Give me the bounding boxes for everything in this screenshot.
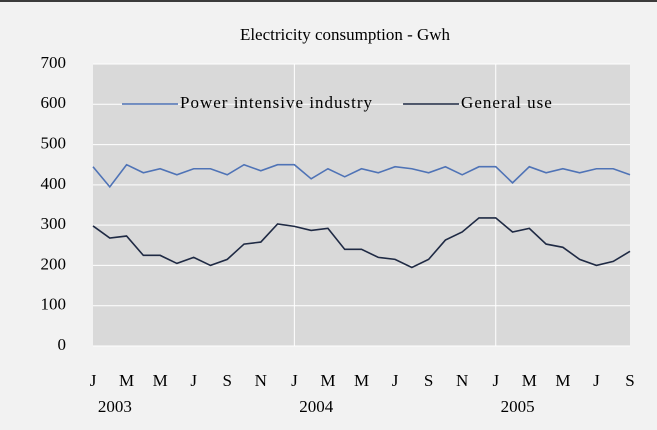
x-tick-label: J [492,371,499,390]
y-tick-label: 100 [41,295,67,314]
x-tick-label: M [320,371,335,390]
y-tick-label: 200 [41,254,67,273]
year-label: 2004 [299,397,334,416]
line-series [92,163,631,189]
year-label: 2003 [98,397,132,416]
y-tick-label: 300 [41,214,67,233]
x-tick-label: J [392,371,399,390]
y-tick-label: 600 [41,93,67,112]
y-tick-label: 0 [58,335,67,354]
x-tick-label: J [291,371,298,390]
x-tick-label: J [593,371,600,390]
chart-title: Electricity consumption - Gwh [240,25,451,44]
x-tick-label: J [190,371,197,390]
x-tick-label: S [424,371,433,390]
legend-label: Power intensive industry [180,93,373,112]
x-tick-label: M [555,371,570,390]
y-tick-label: 500 [41,133,67,152]
x-tick-label: M [354,371,369,390]
x-tick-label: M [153,371,168,390]
x-tick-label: S [223,371,232,390]
x-tick-label: J [90,371,97,390]
legend-label: General use [461,93,553,112]
x-tick-label: N [255,371,267,390]
x-tick-label: N [456,371,468,390]
plot-area [93,64,630,346]
y-tick-label: 400 [41,174,67,193]
year-label: 2005 [501,397,535,416]
y-tick-label: 700 [41,53,67,72]
x-tick-label: M [119,371,134,390]
line-series [92,217,631,269]
x-tick-label: S [625,371,634,390]
x-tick-label: M [522,371,537,390]
